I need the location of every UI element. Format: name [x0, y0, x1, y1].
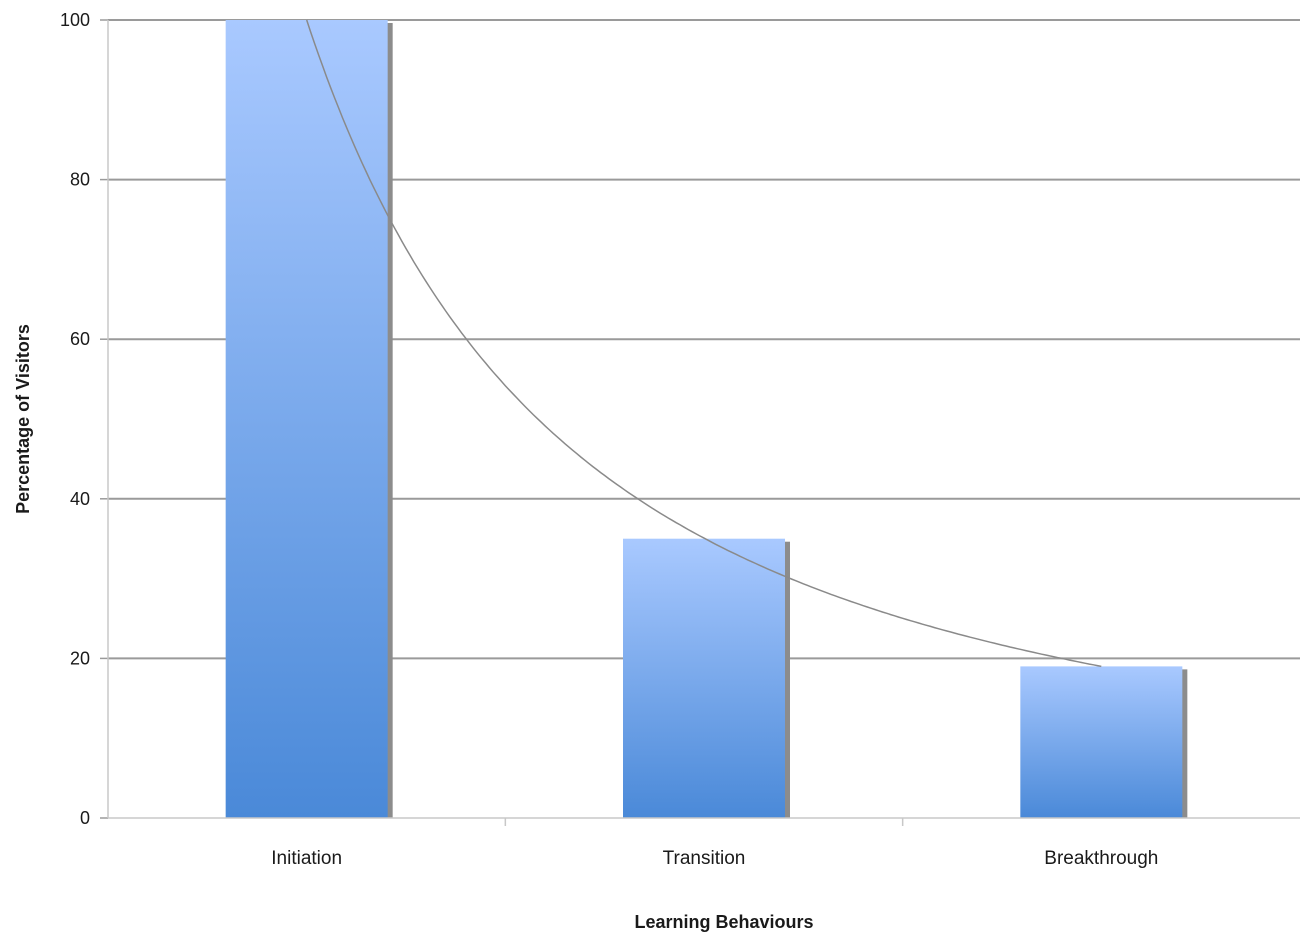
x-axis-title: Learning Behaviours	[634, 912, 813, 932]
y-tick-label-20: 20	[70, 648, 90, 668]
bar-breakthrough	[1020, 666, 1183, 818]
y-tick-label-100: 100	[60, 10, 90, 30]
x-tick-label-breakthrough: Breakthrough	[1044, 848, 1158, 869]
y-tick-label-0: 0	[80, 808, 90, 828]
y-axis-title: Percentage of Visitors	[13, 324, 33, 514]
y-tick-label-40: 40	[70, 489, 90, 509]
x-tick-label-transition: Transition	[663, 848, 746, 869]
y-tick-label-60: 60	[70, 329, 90, 349]
x-tick-label-initiation: Initiation	[271, 848, 342, 869]
axes	[100, 19, 1300, 826]
bar-initiation	[225, 20, 388, 818]
trendline-layer	[305, 19, 1102, 668]
bars	[225, 20, 1188, 818]
labels: 0 20 40 60 80 100 Initiation Transition Breakthr…	[13, 10, 1158, 932]
trendline	[305, 19, 1102, 668]
bar-transition	[623, 538, 785, 818]
y-tick-label-80: 80	[70, 170, 90, 190]
